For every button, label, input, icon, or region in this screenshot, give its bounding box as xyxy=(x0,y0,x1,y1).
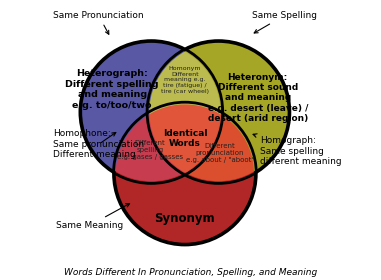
Text: Homophone:
Same pronunciation
Different meaning: Homophone: Same pronunciation Different … xyxy=(53,129,144,159)
Text: Different
spelling
e.g. gases / gasses: Different spelling e.g. gases / gasses xyxy=(117,140,183,160)
Text: Same Meaning: Same Meaning xyxy=(56,204,130,230)
Circle shape xyxy=(147,41,290,183)
Text: Same Spelling: Same Spelling xyxy=(252,11,317,33)
Text: Words Different In Pronunciation, Spelling, and Meaning: Words Different In Pronunciation, Spelli… xyxy=(64,268,317,277)
Circle shape xyxy=(114,102,256,245)
Text: Different
pronunciation
e.g. about / "aboot": Different pronunciation e.g. about / "ab… xyxy=(186,143,254,163)
Text: Homonym
Different
meaning e.g.
tire (fatigue) /
tire (car wheel): Homonym Different meaning e.g. tire (fat… xyxy=(161,66,209,94)
Text: Synonym: Synonym xyxy=(155,212,215,225)
Text: Heterograph:
Different spelling
and meaning
e.g. to/too/two: Heterograph: Different spelling and mean… xyxy=(66,69,159,110)
Circle shape xyxy=(80,41,223,183)
Circle shape xyxy=(116,104,254,243)
Circle shape xyxy=(149,43,288,181)
Text: Heteronym:
Different sound
and meaning
e.g. desert (leave) /
desert (arid region: Heteronym: Different sound and meaning e… xyxy=(208,73,308,123)
Text: Same Pronunciation: Same Pronunciation xyxy=(53,11,144,34)
Circle shape xyxy=(82,43,221,181)
Text: Identical
Words: Identical Words xyxy=(163,129,207,148)
Text: Homograph:
Same spelling
different meaning: Homograph: Same spelling different meani… xyxy=(253,134,342,166)
